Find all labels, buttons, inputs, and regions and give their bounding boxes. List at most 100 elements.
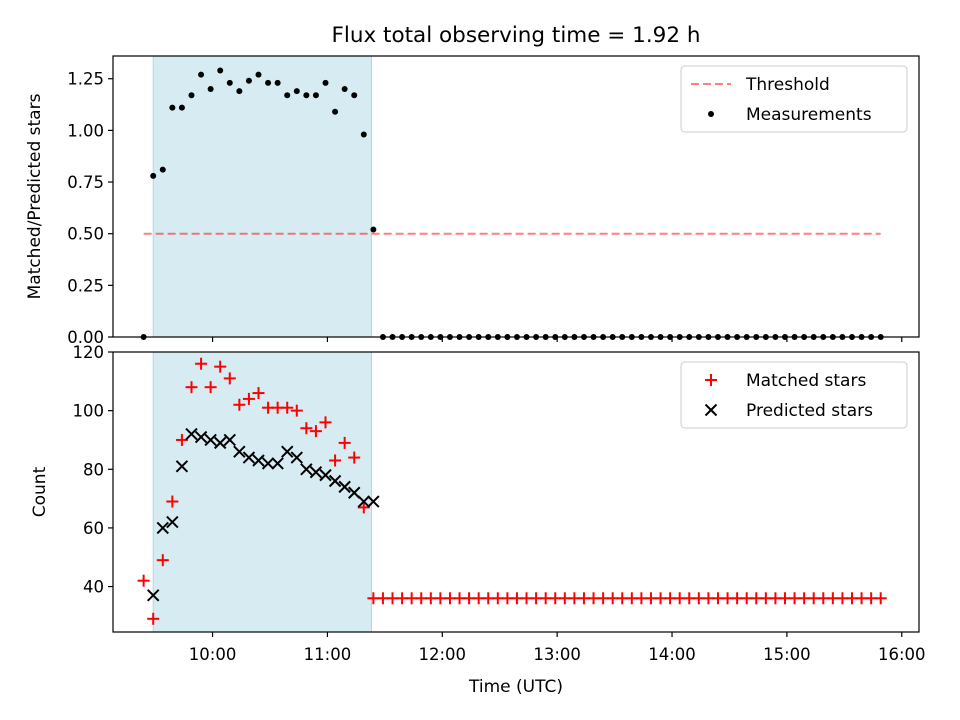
predicted-star-point (338, 480, 351, 494)
legend-frame (680, 361, 908, 429)
axes-frame (112, 351, 920, 633)
matched-star-point (338, 436, 351, 449)
predicted-star-point (300, 463, 313, 476)
measurement-point (255, 71, 262, 78)
measurement-point (198, 71, 205, 78)
x-tick-label: 10:00 (189, 645, 237, 664)
matched-star-point (252, 387, 265, 400)
series-predicted-stars (146, 427, 380, 602)
measurement-point (370, 226, 377, 233)
x-tick-label: 12:00 (419, 645, 467, 664)
matched-star-point (357, 501, 370, 514)
matched-star-point (185, 381, 198, 394)
predicted-star-point (175, 460, 189, 473)
legend-label: Measurements (746, 105, 872, 125)
measurement-point (341, 86, 348, 93)
predicted-star-point (319, 468, 332, 482)
y-tick-label: 1.25 (67, 70, 104, 89)
x-tick-label: 13:00 (533, 645, 581, 664)
y-axis-label: Matched/Predicted stars (25, 93, 45, 299)
measurement-point (236, 88, 243, 95)
axes-frame (112, 55, 920, 338)
y-tick-label: 0.75 (67, 173, 104, 192)
matched-star-point (300, 422, 313, 435)
legend: Matched stars Predicted stars (680, 361, 908, 429)
measurement-point (351, 92, 358, 99)
matched-star-point (348, 451, 361, 464)
plot-area (137, 357, 887, 625)
legend: Threshold Measurements (680, 65, 908, 133)
y-tick-label: 0.50 (67, 225, 104, 244)
predicted-star-point (194, 430, 208, 444)
legend-matched-handle (705, 374, 717, 386)
predicted-star-point (233, 445, 246, 458)
matched-star-point (223, 372, 236, 385)
legend-label: Threshold (745, 75, 830, 95)
predicted-star-point (290, 451, 303, 464)
matched-star-point (204, 381, 217, 394)
measurement-point (274, 79, 281, 86)
predicted-star-point (223, 433, 236, 447)
y-tick-label: 0.25 (67, 276, 104, 295)
matched-star-point (233, 398, 246, 411)
x-tick-label: 16:00 (878, 645, 926, 664)
measurement-point (245, 77, 252, 84)
predicted-star-point (214, 436, 227, 450)
predicted-star-point (328, 474, 342, 488)
legend-frame (680, 65, 908, 133)
measurement-point (293, 88, 300, 95)
measurement-point (150, 172, 157, 179)
measurement-point (303, 92, 310, 99)
predicted-star-point (348, 486, 361, 499)
predicted-star-point (252, 454, 265, 467)
y-tick-label: 40 (83, 578, 104, 597)
predicted-star-point (146, 589, 160, 602)
measurement-point (284, 92, 291, 99)
matched-star-point (214, 360, 227, 373)
measurement-point (169, 104, 176, 111)
y-tick-label: 60 (83, 519, 104, 538)
measurement-point (178, 104, 185, 111)
legend-label: Matched stars (746, 371, 866, 391)
y-tick-label: 80 (83, 460, 104, 479)
y-tick-label: 1.00 (67, 121, 104, 140)
measurement-point (265, 79, 272, 86)
measurement-point (188, 92, 195, 99)
y-tick-label: 0.00 (67, 328, 104, 347)
matched-star-point (195, 357, 208, 370)
measurement-point (226, 79, 233, 86)
legend-measurement-handle (708, 111, 714, 117)
predicted-star-point (367, 495, 380, 508)
predicted-star-point (281, 445, 294, 458)
predicted-star-point (309, 466, 323, 479)
predicted-star-point (204, 433, 217, 447)
matched-star-point (309, 425, 322, 438)
observing-interval-shade (153, 352, 372, 632)
measurement-point (360, 131, 367, 138)
predicted-star-point (185, 427, 198, 441)
chart-title: Flux total observing time = 1.92 h (332, 23, 701, 48)
predicted-star-point (242, 451, 256, 464)
matched-star-point (175, 433, 188, 446)
measurement-point (159, 166, 166, 173)
legend-predicted-handle (704, 403, 718, 417)
measurement-point (217, 67, 224, 74)
matched-star-point (156, 554, 169, 567)
measurement-point (332, 108, 339, 115)
matched-star-point (166, 495, 179, 508)
predicted-star-point (357, 495, 371, 508)
matched-star-point (329, 454, 342, 467)
x-axis-label: Time (UTC) (468, 677, 563, 697)
y-tick-label: 100 (73, 402, 105, 421)
measurement-point (312, 92, 319, 99)
x-tick-label: 14:00 (648, 645, 696, 664)
matched-star-point (242, 392, 255, 405)
measurement-point (322, 79, 329, 86)
observing-interval-shade (153, 56, 372, 337)
measurement-point (207, 86, 214, 93)
predicted-star-point (261, 457, 275, 470)
predicted-star-point (271, 457, 284, 470)
star-count-panel: 40 60 80 100 120 10:00 11:00 12:00 13:00 14:00 15:… (30, 343, 926, 664)
y-tick-label: 120 (73, 343, 105, 362)
